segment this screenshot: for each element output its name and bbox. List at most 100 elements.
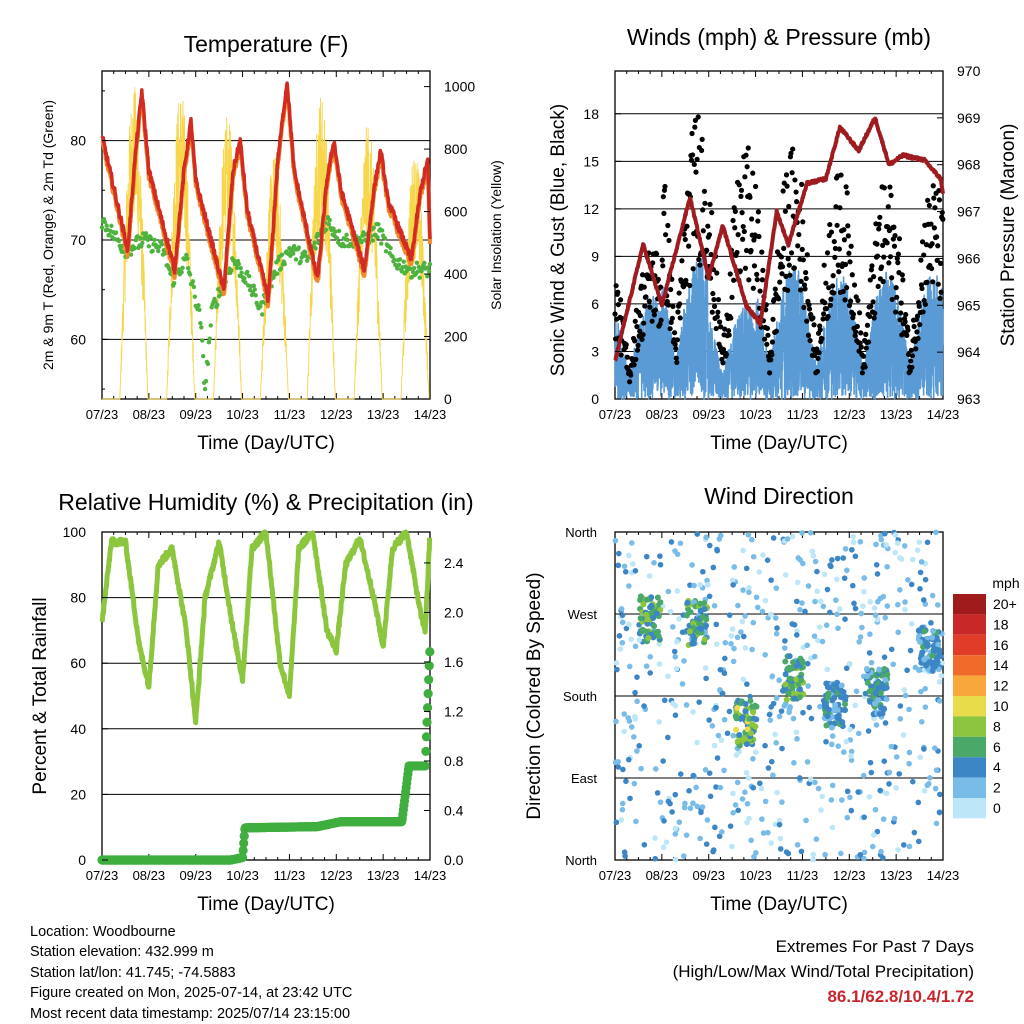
dewpoint-point: [203, 378, 209, 384]
dewpoint-point: [258, 304, 263, 309]
direction-point: [849, 546, 855, 553]
gust-point: [830, 283, 836, 289]
direction-point: [628, 636, 634, 643]
direction-point: [897, 587, 903, 593]
direction-point: [702, 665, 709, 671]
direction-point: [750, 784, 757, 791]
direction-point: [638, 765, 644, 772]
direction-point: [936, 809, 943, 816]
direction-point: [838, 850, 844, 857]
gust-point: [845, 233, 851, 239]
dewpoint-point: [291, 243, 297, 249]
dewpoint-point: [104, 223, 109, 228]
direction-point: [784, 665, 791, 672]
gust-point: [698, 147, 705, 154]
direction-point: [901, 543, 908, 549]
direction-point: [779, 745, 785, 752]
gust-point: [769, 339, 776, 345]
gust-point: [634, 324, 640, 330]
direction-point: [818, 807, 824, 813]
direction-point: [625, 756, 632, 763]
y-tick-label: 0: [591, 391, 599, 407]
dewpoint-point: [251, 283, 257, 288]
direction-point: [848, 753, 854, 759]
gust-point: [705, 223, 711, 229]
gust-point: [902, 319, 908, 325]
direction-point: [645, 635, 652, 642]
direction-point: [753, 703, 760, 710]
dewpoint-point: [215, 302, 220, 308]
direction-point: [779, 687, 786, 694]
dewpoint-point: [282, 261, 287, 267]
gust-point: [841, 227, 847, 233]
direction-point: [647, 653, 654, 660]
dewpoint-point: [345, 237, 350, 243]
gust-point: [740, 223, 746, 230]
y2-tick-label: 0: [444, 391, 452, 407]
y-tick-label: 70: [70, 232, 86, 248]
direction-point: [703, 622, 710, 629]
gust-point: [732, 208, 738, 215]
gust-point: [806, 306, 813, 312]
gust-point: [823, 280, 829, 286]
gust-point: [918, 257, 924, 263]
direction-point: [740, 587, 746, 593]
dewpoint-point: [179, 269, 184, 275]
extremes-title: Extremes For Past 7 Days: [775, 937, 974, 956]
gust-point: [820, 316, 826, 322]
direction-point: [799, 530, 805, 536]
direction-point: [835, 625, 841, 632]
direction-point: [842, 616, 848, 622]
direction-point: [712, 824, 718, 831]
y-tick-label: 80: [70, 133, 86, 149]
direction-point: [814, 568, 820, 575]
direction-point: [880, 816, 887, 822]
dewpoint-point: [206, 339, 212, 345]
gust-point: [765, 332, 771, 338]
gust-point: [728, 315, 734, 321]
direction-point: [719, 690, 726, 697]
direction-point: [823, 622, 830, 628]
gust-point: [868, 267, 875, 273]
dewpoint-point: [396, 262, 402, 268]
gust-point: [665, 302, 672, 308]
direction-point: [760, 830, 767, 836]
direction-point: [930, 627, 937, 634]
direction-point: [691, 582, 697, 589]
direction-point: [617, 646, 624, 652]
gust-point: [798, 278, 804, 284]
gust-point: [844, 190, 850, 196]
direction-point: [936, 698, 943, 704]
direction-point: [807, 530, 814, 536]
direction-point: [768, 758, 775, 765]
direction-point: [672, 831, 679, 837]
gust-point: [631, 362, 637, 368]
gust-point: [889, 296, 895, 303]
panel-title: Winds (mph) & Pressure (mb): [627, 24, 931, 50]
direction-point: [729, 577, 736, 584]
gust-point: [897, 317, 903, 323]
gust-point: [749, 216, 755, 222]
gust-point: [760, 267, 766, 274]
direction-point: [706, 593, 713, 600]
direction-point: [676, 819, 683, 825]
direction-point: [796, 694, 803, 701]
direction-point: [871, 605, 878, 611]
direction-point: [745, 532, 752, 538]
direction-point: [790, 659, 797, 666]
direction-point: [817, 598, 824, 605]
gust-point: [615, 289, 621, 295]
gust-point: [939, 209, 945, 216]
y-axis-title: Sonic Wind & Gust (Blue, Black): [548, 104, 569, 376]
direction-point: [819, 638, 826, 645]
gust-point: [654, 251, 660, 257]
direction-point: [868, 769, 875, 776]
gust-point: [786, 203, 792, 210]
gust-point: [777, 279, 783, 285]
gust-point: [846, 250, 852, 256]
gust-point: [700, 207, 706, 213]
dewpoint-point: [417, 275, 422, 280]
direction-point: [672, 856, 679, 863]
direction-point: [718, 829, 725, 835]
temp-9m-line: [100, 86, 432, 309]
